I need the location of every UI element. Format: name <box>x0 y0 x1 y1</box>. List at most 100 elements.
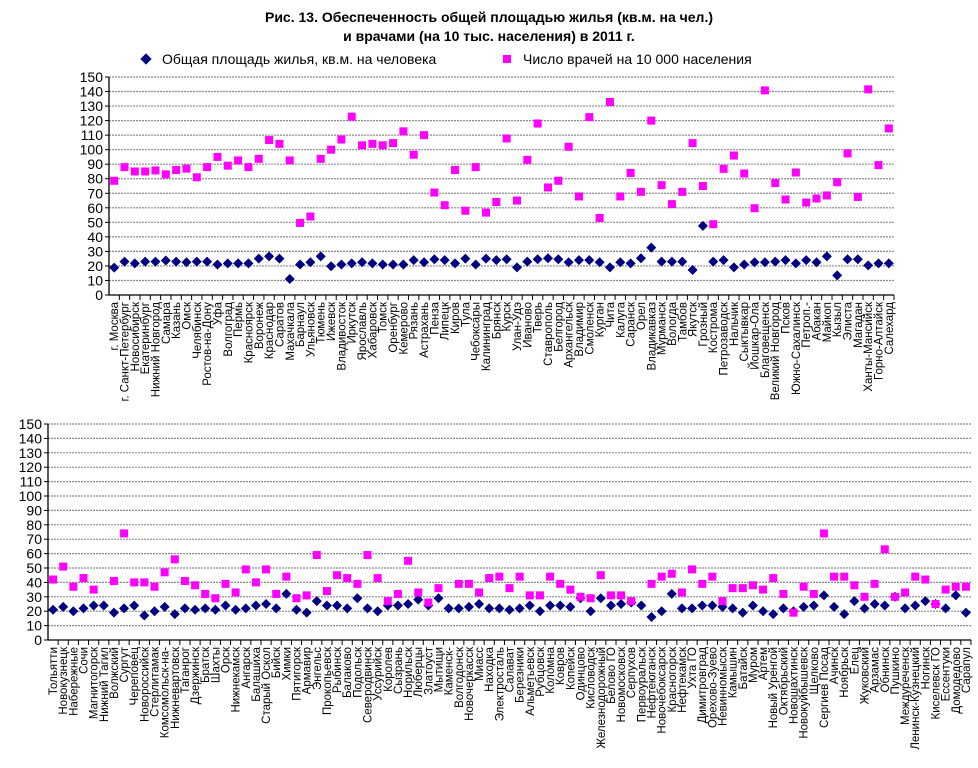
x-tick-label: Щелково <box>809 647 821 694</box>
housing-point <box>58 601 69 612</box>
doctors-point <box>430 188 439 197</box>
housing-point <box>676 603 687 614</box>
doctors-point <box>505 584 514 593</box>
doctors-point <box>636 187 645 196</box>
doctors-point <box>911 572 920 581</box>
housing-point <box>284 274 295 285</box>
housing-point <box>879 600 890 611</box>
x-tick-label: Королев <box>383 647 395 692</box>
x-tick-label: Новочебоксарск <box>657 646 669 734</box>
doctors-point <box>647 579 656 588</box>
x-tick-label: Вологда <box>667 301 679 345</box>
y-tick-label: 70 <box>26 531 42 547</box>
housing-point <box>646 242 657 253</box>
doctors-point <box>627 597 636 606</box>
x-tick-label: Краснодар <box>264 302 276 359</box>
doctors-point <box>285 156 294 165</box>
x-tick-label: Тула <box>460 301 472 327</box>
doctors-point <box>860 592 869 601</box>
x-tick-label: Майкоп <box>822 302 834 342</box>
x-tick-label: Комсомольск-на- <box>160 647 172 738</box>
housing-point <box>666 256 677 267</box>
y-tick-label: 10 <box>87 272 103 288</box>
doctors-point <box>440 201 449 210</box>
doctors-point <box>840 572 849 581</box>
doctors-point <box>434 584 443 593</box>
doctors-point <box>543 183 552 192</box>
housing-point <box>281 588 292 599</box>
x-tick-label: Нижний Тагил <box>99 647 111 722</box>
x-tick-label: Волжский <box>109 647 121 699</box>
housing-point <box>159 601 170 612</box>
housing-point <box>801 255 812 266</box>
housing-point <box>522 256 533 267</box>
x-tick-label: Хабаровск <box>367 301 379 358</box>
housing-point <box>453 603 464 614</box>
doctors-point <box>424 598 433 607</box>
x-tick-label: г. Санкт-Петербург <box>119 302 131 401</box>
housing-point <box>563 257 574 268</box>
x-tick-label: Нижний Новгород <box>150 302 162 398</box>
doctors-point <box>464 579 473 588</box>
x-tick-label: Курган <box>595 302 607 337</box>
housing-point <box>532 254 543 265</box>
housing-point <box>780 255 791 266</box>
x-tick-label: Тамбов <box>677 302 689 342</box>
doctors-point <box>471 163 480 172</box>
doctors-point <box>451 166 460 175</box>
y-tick-label: 90 <box>87 156 103 172</box>
housing-point <box>139 610 150 621</box>
doctors-point <box>231 588 240 597</box>
housing-point <box>129 600 140 611</box>
x-tick-label: Владикавказ <box>646 302 658 371</box>
doctors-point <box>492 197 501 206</box>
housing-point <box>264 251 275 262</box>
x-tick-label: Владимир <box>574 302 586 357</box>
doctors-point <box>760 86 769 95</box>
doctors-point <box>151 166 160 175</box>
x-tick-label: Нижневартовск <box>170 646 182 729</box>
housing-point <box>697 600 708 611</box>
x-tick-label: Чебоксары <box>471 302 483 361</box>
housing-point <box>220 600 231 611</box>
x-tick-label: Ростов-на-Дону <box>202 302 214 386</box>
doctors-point <box>109 576 118 585</box>
x-tick-label: Киров <box>450 302 462 334</box>
x-tick-label: Иркутск <box>347 301 359 343</box>
doctors-point <box>495 572 504 581</box>
doctors-point <box>515 572 524 581</box>
housing-point <box>605 600 616 611</box>
doctors-point <box>454 579 463 588</box>
x-tick-label: Новошахтинск <box>789 646 801 724</box>
x-tick-label: Череповец <box>129 647 141 706</box>
doctors-point <box>546 572 555 581</box>
x-tick-label: Тверь <box>533 302 545 333</box>
doctors-point <box>738 584 747 593</box>
doctors-point <box>393 589 402 598</box>
doctors-point <box>718 597 727 606</box>
housing-point <box>419 257 430 268</box>
housing-point <box>900 603 911 614</box>
housing-point <box>261 599 272 609</box>
housing-point <box>450 258 461 269</box>
doctors-point <box>420 131 429 140</box>
housing-point <box>408 255 419 266</box>
x-tick-label: Бийск <box>271 646 283 678</box>
doctors-point <box>482 208 491 217</box>
housing-point <box>555 600 566 611</box>
housing-point <box>179 603 190 614</box>
housing-point <box>839 609 850 620</box>
x-tick-label: Новокузнецк <box>58 646 70 715</box>
doctors-point <box>941 585 950 594</box>
x-tick-label: Находка <box>484 646 496 691</box>
doctors-point <box>709 220 718 229</box>
doctors-point <box>221 579 230 588</box>
x-tick-label: Иваново <box>522 302 534 348</box>
square-marker-icon <box>503 55 511 63</box>
doctors-point <box>244 163 253 172</box>
x-tick-label: Набережные <box>68 647 80 716</box>
doctors-point <box>409 150 418 159</box>
doctors-point <box>961 582 970 591</box>
x-tick-label: Балаково <box>342 647 354 698</box>
